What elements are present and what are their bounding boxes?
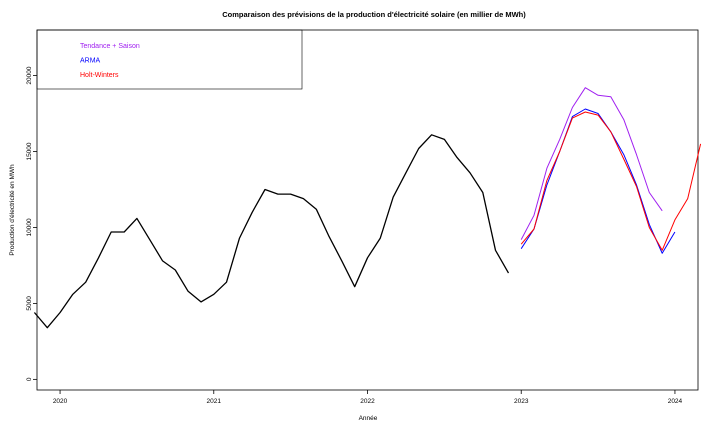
x-axis: 2020 2021 2022 2023 2024 [53, 390, 683, 405]
legend-entry: Holt-Winters [80, 72, 119, 79]
legend: Tendance + Saison ARMA Holt-Winters [80, 43, 140, 79]
legend-entry: ARMA [80, 58, 101, 65]
x-tick-label: 2021 [207, 398, 222, 405]
y-tick-label: 20000 [26, 66, 33, 84]
series-line-historical [33, 134, 510, 329]
y-tick-label: 15000 [26, 142, 33, 160]
x-tick-label: 2020 [53, 398, 68, 405]
chart-title: Comparaison des prévisions de la product… [222, 10, 526, 19]
legend-box [36, 29, 303, 90]
y-tick-label: 5000 [26, 296, 33, 311]
y-tick-label: 0 [26, 377, 33, 381]
x-axis-label: Année [359, 415, 378, 422]
y-axis-label: Production d'électricité en MWh [9, 164, 16, 256]
x-tick-label: 2022 [360, 398, 375, 405]
y-tick-label: 10000 [26, 218, 33, 236]
x-tick-label: 2024 [668, 398, 683, 405]
legend-entry: Tendance + Saison [80, 43, 140, 50]
series-line-tendance-saison [520, 87, 663, 240]
series-line-holt-winters [520, 111, 702, 251]
x-tick-label: 2023 [514, 398, 529, 405]
plot-frame [36, 29, 699, 391]
series-layer [33, 87, 702, 329]
y-axis: 0 5000 10000 15000 20000 [26, 66, 37, 381]
series-line-arma [520, 108, 676, 254]
